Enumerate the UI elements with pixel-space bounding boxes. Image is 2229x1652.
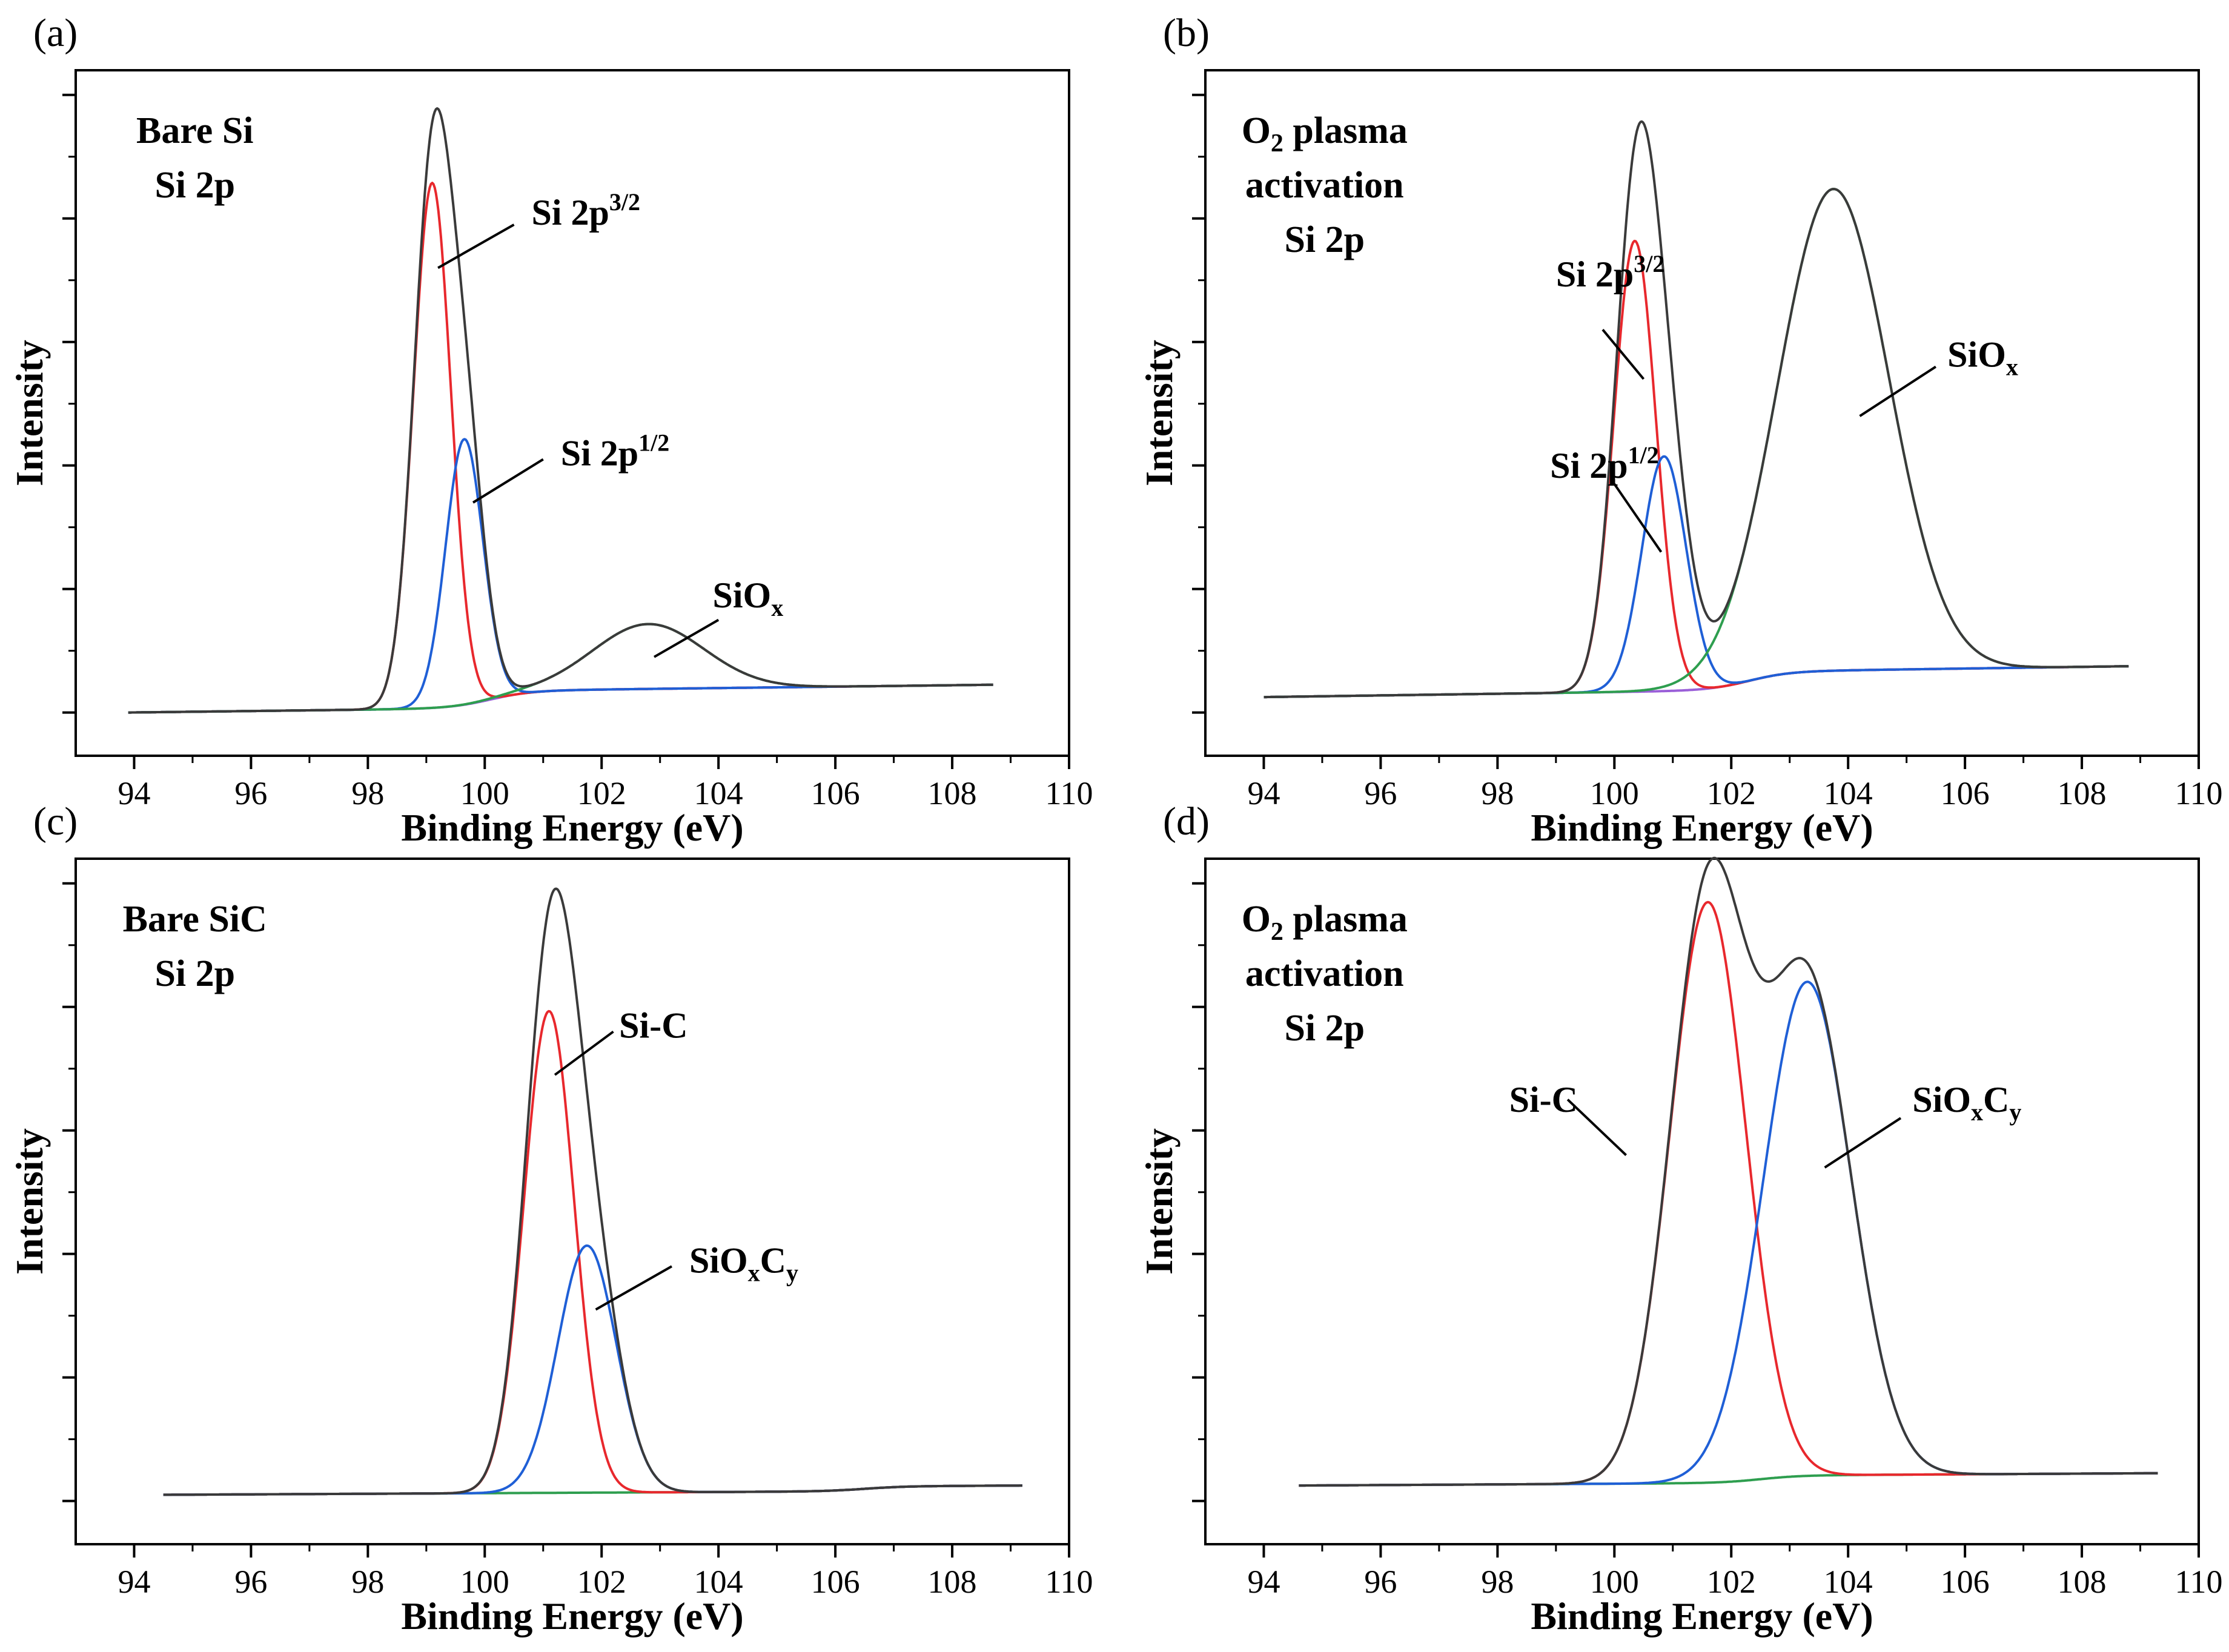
series-line-sioxcy bbox=[163, 1244, 1022, 1496]
x-tick-label: 110 bbox=[2175, 775, 2223, 811]
x-tick-label: 102 bbox=[1707, 1564, 1756, 1600]
x-axis-label: Binding Energy (eV) bbox=[1531, 806, 1873, 849]
x-tick-label: 106 bbox=[811, 1564, 860, 1600]
x-axis-label: Binding Energy (eV) bbox=[1531, 1594, 1873, 1637]
panel-title-line: Bare SiC bbox=[123, 899, 267, 940]
x-axis-label: Binding Energy (eV) bbox=[401, 806, 743, 849]
annotation-leader-line bbox=[1824, 1117, 1902, 1169]
annotation-leader-line bbox=[654, 618, 720, 658]
panel-title-line: Si 2p bbox=[1284, 219, 1365, 260]
x-tick-label: 96 bbox=[1364, 775, 1397, 811]
x-tick-label: 98 bbox=[1481, 775, 1514, 811]
x-tick-label: 110 bbox=[1045, 775, 1093, 811]
annotation-leader-line bbox=[1601, 329, 1645, 380]
y-axis-label: Intensity bbox=[1138, 1128, 1181, 1275]
x-tick-label: 98 bbox=[351, 775, 384, 811]
panel-title-line: activation bbox=[1245, 953, 1404, 994]
annotation-leader-line bbox=[595, 1265, 672, 1311]
x-tick-label: 94 bbox=[1247, 1564, 1280, 1600]
panel-title-line: Bare Si bbox=[136, 110, 253, 151]
annotation-label: SiOx bbox=[713, 575, 784, 621]
panel-d: (d) 94 96 98 100 102 104 106 108 110 Binding Energ… bbox=[1138, 799, 2223, 1637]
series-line-envelope bbox=[1299, 856, 2158, 1487]
plot-frame bbox=[1204, 857, 2200, 1545]
panel-title-line: Si 2p bbox=[1284, 1008, 1365, 1049]
annotation-leader-line bbox=[472, 458, 544, 504]
x-tick-label: 108 bbox=[2058, 1564, 2107, 1600]
annotation-label: Si 2p3/2 bbox=[1556, 250, 1665, 294]
x-tick-label: 106 bbox=[1941, 775, 1990, 811]
x-tick-label: 98 bbox=[1481, 1564, 1514, 1600]
x-tick-label: 100 bbox=[1590, 775, 1639, 811]
panel-title-line: O2 plasma bbox=[1242, 899, 1408, 946]
panel-title-line: Si 2p bbox=[154, 953, 235, 994]
panel-title-line: activation bbox=[1245, 165, 1404, 206]
annotation-label: SiOx bbox=[1947, 335, 2018, 381]
y-axis-label: Intensity bbox=[8, 1128, 51, 1275]
series-line-si-2p3-2 bbox=[1264, 239, 2129, 699]
panel-title-line: O2 plasma bbox=[1242, 110, 1408, 157]
series-line-envelope bbox=[163, 887, 1022, 1496]
x-tick-label: 94 bbox=[118, 1564, 150, 1600]
panel-title-line: Si 2p bbox=[154, 165, 235, 206]
x-tick-label: 106 bbox=[811, 775, 860, 811]
annotation-leader-line bbox=[1859, 365, 1936, 417]
annotation-label: Si-C bbox=[1509, 1080, 1578, 1120]
annotation-label: SiOxCy bbox=[689, 1240, 798, 1286]
panel-label: (b) bbox=[1163, 11, 1210, 55]
annotation-leader-line bbox=[1566, 1099, 1627, 1156]
x-tick-label: 94 bbox=[118, 775, 150, 811]
series-line-sioxcy bbox=[1299, 980, 2158, 1487]
annotation-label: Si-C bbox=[619, 1006, 687, 1046]
x-tick-label: 98 bbox=[351, 1564, 384, 1600]
x-tick-label: 96 bbox=[1364, 1564, 1397, 1600]
panel-label: (a) bbox=[33, 11, 78, 55]
x-tick-label: 100 bbox=[1590, 1564, 1639, 1600]
series-line-envelope bbox=[1264, 120, 2129, 699]
x-tick-label: 104 bbox=[1824, 775, 1873, 811]
x-tick-label: 96 bbox=[234, 1564, 267, 1600]
x-axis-label: Binding Energy (eV) bbox=[401, 1594, 743, 1637]
x-tick-label: 106 bbox=[1941, 1564, 1990, 1600]
x-tick-label: 94 bbox=[1247, 775, 1280, 811]
annotation-label: Si 2p1/2 bbox=[1550, 441, 1659, 486]
plot-frame bbox=[75, 69, 1070, 757]
annotation-leader-line bbox=[554, 1030, 614, 1076]
x-tick-label: 100 bbox=[460, 1564, 509, 1600]
annotation-label: SiOxCy bbox=[1912, 1080, 2021, 1126]
x-tick-label: 104 bbox=[694, 1564, 743, 1600]
panel-b: (b) 94 96 98 100 102 104 106 108 110 Binding Energ… bbox=[1138, 11, 2223, 849]
y-axis-label: Intensity bbox=[1138, 340, 1181, 486]
annotation-label: Si 2p1/2 bbox=[561, 429, 670, 474]
x-tick-label: 108 bbox=[2058, 775, 2107, 811]
x-tick-label: 110 bbox=[1045, 1564, 1093, 1600]
series-line-siox bbox=[128, 623, 993, 714]
x-tick-label: 104 bbox=[694, 775, 743, 811]
x-tick-label: 108 bbox=[928, 775, 977, 811]
panel-c: (c) 94 96 98 100 102 104 106 108 110 Binding Energ… bbox=[8, 799, 1093, 1637]
x-tick-label: 108 bbox=[928, 1564, 977, 1600]
series-line-background bbox=[128, 683, 993, 714]
plot-frame bbox=[1204, 69, 2200, 757]
x-tick-label: 102 bbox=[1707, 775, 1756, 811]
panel-label: (d) bbox=[1163, 799, 1210, 844]
series-line-envelope bbox=[128, 107, 993, 714]
series-line-siox bbox=[1264, 188, 2129, 699]
x-tick-label: 96 bbox=[234, 775, 267, 811]
series-line-si-c bbox=[1299, 900, 2158, 1487]
annotation-leader-line bbox=[437, 223, 515, 269]
panel-a: (a) 94 96 98 100 102 104 106 108 110 Binding Energ… bbox=[8, 11, 1093, 849]
annotation-label: Si 2p3/2 bbox=[531, 188, 640, 233]
y-axis-label: Intensity bbox=[8, 340, 51, 486]
x-tick-label: 110 bbox=[2175, 1564, 2223, 1600]
panel-label: (c) bbox=[33, 799, 78, 844]
x-tick-label: 102 bbox=[577, 1564, 626, 1600]
annotation-leader-line bbox=[1613, 483, 1663, 553]
x-tick-label: 104 bbox=[1824, 1564, 1873, 1600]
x-tick-label: 102 bbox=[577, 775, 626, 811]
plot-frame bbox=[75, 857, 1070, 1545]
x-tick-label: 100 bbox=[460, 775, 509, 811]
